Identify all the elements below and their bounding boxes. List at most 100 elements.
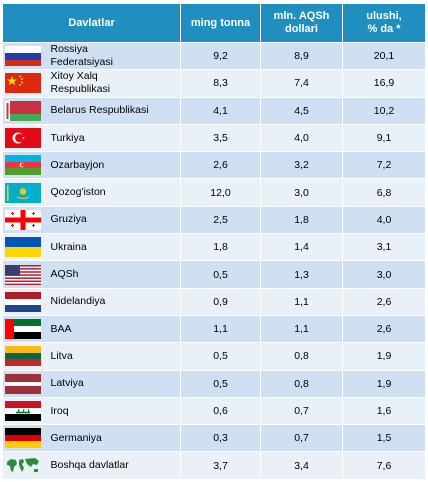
country-name: Litva xyxy=(51,350,73,363)
table-row: Nidelandiya 0,9 1,1 2,6 xyxy=(2,288,426,316)
usd-cell: 4,5 xyxy=(260,97,343,125)
header-share-line2: % da * xyxy=(367,23,401,35)
share-cell: 4,0 xyxy=(342,206,426,235)
country-name-line1: Ozarbayjon xyxy=(50,158,105,171)
tonnes-cell: 12,0 xyxy=(180,178,261,207)
usd-cell: 7,4 xyxy=(260,69,343,98)
tonnes-cell: 0,5 xyxy=(180,370,261,398)
header-tonnes: ming tonna xyxy=(180,3,261,43)
country-cell: Turkiya xyxy=(2,124,181,153)
table-row: Turkiya 3,5 4,0 9,1 xyxy=(2,124,426,153)
country-name: Belarus Respublikasi xyxy=(51,104,149,117)
tonnes-cell: 2,6 xyxy=(180,151,261,180)
country-name-line1: Belarus Respublikasi xyxy=(50,104,149,117)
usd-cell: 1,3 xyxy=(260,260,343,289)
country-name-line2: Respublikasi xyxy=(50,83,111,96)
country-cell: Xitoy Xalq Respublikasi xyxy=(2,69,181,98)
share-cell: 1,9 xyxy=(342,342,426,371)
share-cell: 7,6 xyxy=(342,451,426,480)
share-cell: 7,2 xyxy=(342,151,426,180)
country-cell: Boshqa davlatlar xyxy=(2,451,181,480)
table-row: BAA 1,1 1,1 2,6 xyxy=(2,315,426,344)
table-row: Gruziya 2,5 1,8 4,0 xyxy=(2,206,426,235)
usd-cell: 1,1 xyxy=(260,315,343,344)
country-name: Ukraina xyxy=(51,241,87,254)
tonnes-cell: 0,6 xyxy=(180,397,261,426)
share-cell: 6,8 xyxy=(342,178,426,207)
usd-cell: 3,2 xyxy=(260,151,343,180)
country-name: Germaniya xyxy=(51,432,102,445)
share-cell: 2,6 xyxy=(342,315,426,344)
table-row: Iroq 0,6 0,7 1,6 xyxy=(2,397,426,426)
country-name: Gruziya xyxy=(51,213,87,226)
share-cell: 9,1 xyxy=(342,124,426,153)
tonnes-cell: 0,5 xyxy=(180,342,261,371)
country-cell: Litva xyxy=(2,342,181,371)
table-row: Belarus Respublikasi 4,1 4,5 10,2 xyxy=(2,97,426,125)
china-flag-icon xyxy=(4,73,41,94)
header-usd-line2: dollari xyxy=(284,23,318,35)
country-name-line1: Gruziya xyxy=(50,213,87,226)
header-usd-line1: mln. AQSh xyxy=(273,10,330,22)
country-cell: AQSh xyxy=(2,260,181,289)
country-name-line1: Qozog'iston xyxy=(50,186,106,199)
usd-cell: 3,0 xyxy=(260,178,343,207)
table-row: Xitoy Xalq Respublikasi 8,3 7,4 16,9 xyxy=(2,69,426,98)
country-name: Boshqa davlatlar xyxy=(51,459,129,472)
azerbaijan-flag-icon xyxy=(4,155,41,176)
usd-cell: 0,8 xyxy=(260,370,343,398)
country-name-line1: Boshqa davlatlar xyxy=(50,459,129,472)
country-name-line1: AQSh xyxy=(50,268,79,281)
country-cell: Iroq xyxy=(2,397,181,426)
world-map-icon xyxy=(4,455,41,476)
country-name: Xitoy Xalq Respublikasi xyxy=(51,70,111,96)
country-cell: Nidelandiya xyxy=(2,288,181,316)
country-name-line1: Ukraina xyxy=(50,240,87,253)
share-cell: 1,5 xyxy=(342,424,426,453)
country-name: Qozog'iston xyxy=(51,186,106,199)
country-name: AQSh xyxy=(51,268,79,281)
usd-cell: 0,8 xyxy=(260,342,343,371)
share-cell: 1,9 xyxy=(342,370,426,398)
share-cell: 1,6 xyxy=(342,397,426,426)
tonnes-cell: 1,1 xyxy=(180,315,261,344)
tonnes-cell: 4,1 xyxy=(180,97,261,125)
tonnes-cell: 2,5 xyxy=(180,206,261,235)
usd-cell: 3,4 xyxy=(260,451,343,480)
country-name-line1: Latviya xyxy=(50,377,84,390)
table-row: Ukraina 1,8 1,4 3,1 xyxy=(2,233,426,262)
import-by-country-table: Davlatlar ming tonna mln. AQSh dollari ul… xyxy=(2,3,426,480)
country-name: Rossiya Federatsiyasi xyxy=(51,43,113,69)
table-row: Boshqa davlatlar 3,7 3,4 7,6 xyxy=(2,451,426,480)
country-name-line1: Xitoy Xalq xyxy=(50,70,98,83)
country-name: Ozarbayjon xyxy=(51,159,105,172)
share-cell: 3,1 xyxy=(342,233,426,262)
country-name: Iroq xyxy=(51,405,69,418)
country-name-line1: Litva xyxy=(50,349,73,362)
germany-flag-icon xyxy=(4,428,41,449)
tonnes-cell: 1,8 xyxy=(180,233,261,262)
lithuania-flag-icon xyxy=(4,346,41,367)
table-row: Germaniya 0,3 0,7 1,5 xyxy=(2,424,426,453)
table-row: AQSh 0,5 1,3 3,0 xyxy=(2,260,426,289)
header-country: Davlatlar xyxy=(2,3,181,43)
table-row: Latviya 0,5 0,8 1,9 xyxy=(2,370,426,398)
country-cell: Rossiya Federatsiyasi xyxy=(2,42,181,71)
georgia-flag-icon xyxy=(4,209,41,230)
usd-cell: 0,7 xyxy=(260,424,343,453)
country-cell: Belarus Respublikasi xyxy=(2,97,181,125)
usd-cell: 0,7 xyxy=(260,397,343,426)
ukraine-flag-icon xyxy=(4,237,41,258)
country-cell: Ozarbayjon xyxy=(2,151,181,180)
turkey-flag-icon xyxy=(4,128,41,149)
country-cell: Ukraina xyxy=(2,233,181,262)
table-row: Ozarbayjon 2,6 3,2 7,2 xyxy=(2,151,426,180)
tonnes-cell: 0,9 xyxy=(180,288,261,316)
tonnes-cell: 9,2 xyxy=(180,42,261,71)
usa-flag-icon xyxy=(4,264,41,285)
header-share-line1: ulushi, xyxy=(366,10,402,22)
iraq-flag-icon xyxy=(4,401,41,421)
belarus-flag-icon xyxy=(4,100,41,121)
country-cell: Qozog'iston xyxy=(2,178,181,207)
